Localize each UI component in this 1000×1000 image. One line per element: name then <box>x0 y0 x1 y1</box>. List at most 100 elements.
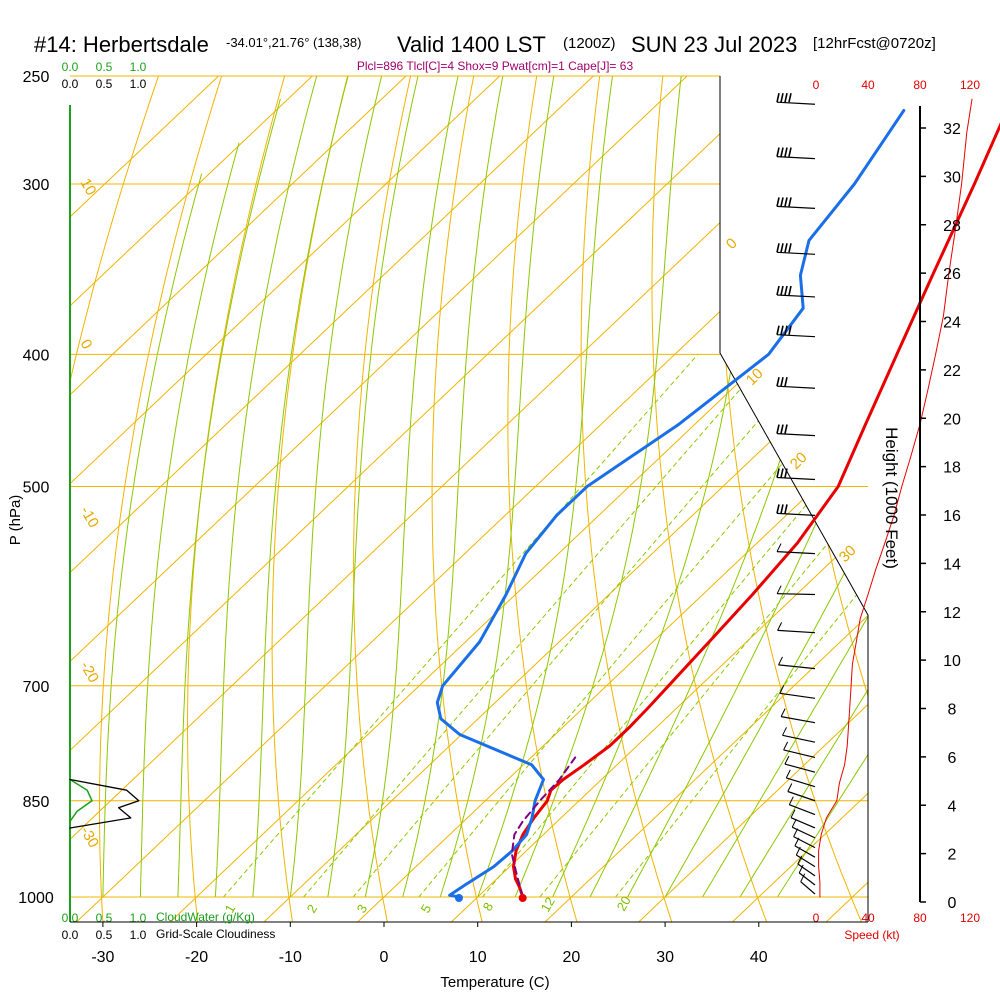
isotherm <box>70 76 620 922</box>
wind-barb-shaft <box>776 433 816 437</box>
dry-adiabat-label: -10 <box>77 504 103 531</box>
wind-barb-shaft <box>779 692 816 699</box>
dry-adiabat <box>353 76 417 922</box>
moist-adiabat <box>252 76 355 898</box>
cloud-water-title: CloudWater (g/Kg) <box>156 910 255 924</box>
sounding-traces <box>435 109 1000 902</box>
wind-barb-feather <box>790 809 796 818</box>
y-tick-label: 1000 <box>18 890 54 907</box>
wind-barb-feather <box>776 377 780 387</box>
moist-adiabat <box>402 76 508 898</box>
dry-adiabat-label: -20 <box>77 659 103 686</box>
cloudiness-scale-tick: 1.0 <box>130 77 147 91</box>
dry-adiabat <box>851 76 868 922</box>
wind-barb-feather <box>776 285 780 296</box>
isotherm <box>70 76 868 922</box>
wind-barb-feather <box>784 468 788 478</box>
isobars <box>70 75 868 898</box>
isotherm <box>259 76 868 922</box>
wind-barb-feather <box>784 197 788 207</box>
height-tick-label: 12 <box>943 605 961 622</box>
isotherm <box>165 76 868 922</box>
wind-barb-shaft <box>776 156 816 160</box>
wind-barb-feather <box>784 147 788 157</box>
wind-barb-shaft <box>800 881 816 895</box>
speed-tick-bottom: 40 <box>861 911 875 925</box>
wind-barb-feather <box>787 783 793 792</box>
wind-barbs <box>776 93 816 895</box>
moist-adiabat <box>777 76 868 898</box>
wind-barb-feather <box>788 325 792 335</box>
wind-barb-feather <box>780 285 784 296</box>
moist-adiabat-label: 30 <box>836 542 860 566</box>
wind-barb-shaft <box>789 804 816 816</box>
height-tick-label: 4 <box>948 798 957 815</box>
height-tick-label: 18 <box>943 460 961 477</box>
wind-barb-shaft <box>782 734 816 743</box>
mixing-ratio-label: 20 <box>614 893 634 913</box>
dry-adiabat <box>580 76 674 922</box>
height-tick-label: 8 <box>948 702 957 719</box>
wind-barb-feather <box>788 197 792 207</box>
wind-barb-feather <box>793 828 799 837</box>
y-tick-label: 300 <box>23 177 50 194</box>
wind-barb-feather <box>776 325 780 335</box>
cloud-water-scale-tick: 1.0 <box>130 60 147 74</box>
wind-barb-shaft <box>776 512 816 516</box>
wind-barb-shaft <box>787 790 816 802</box>
moist-adiabat <box>364 76 464 898</box>
wind-barb-feather <box>797 855 803 865</box>
wind-barb-shaft <box>790 817 816 829</box>
wind-barb-feather <box>788 285 792 296</box>
cloud-profiles: 0.0 0.0 0.0 0.0 0.5 0.5 0.5 0.5 1.0 1.0 1.0 1.0 <box>62 60 147 942</box>
isotherm <box>70 76 432 922</box>
wind-barb-feather <box>776 424 780 434</box>
wind-barb-feather <box>780 325 784 335</box>
wind-barb-feather <box>780 197 784 207</box>
dry-adiabat <box>431 76 484 922</box>
wind-barb-shaft <box>794 845 816 858</box>
isotherm <box>540 76 868 922</box>
wind-barb-feather <box>798 864 804 874</box>
wind-barb-shaft <box>776 551 816 555</box>
wind-barb-feather <box>776 93 780 103</box>
x-tick-label: 40 <box>750 949 768 966</box>
speed-tick-top: 80 <box>913 78 927 92</box>
moist-adiabat <box>177 98 281 898</box>
y-tick-label: 400 <box>23 347 50 364</box>
cloudiness-scale-tick: 0.5 <box>96 77 113 91</box>
cloud-water-scale-tick-bottom: 0.0 <box>62 911 79 925</box>
y-tick-label: 250 <box>23 69 50 86</box>
speed-tick-top: 0 <box>813 78 820 92</box>
wind-barb-shaft <box>786 777 816 788</box>
speed-axis-title: Speed (kt) <box>844 928 899 942</box>
moist-adiabat-label: 20 <box>787 449 811 473</box>
wind-barb-shaft <box>777 593 816 596</box>
isotherm <box>70 76 807 922</box>
wind-barb-shaft <box>776 251 816 255</box>
speed-trace <box>818 98 973 898</box>
wind-barb-feather <box>785 769 791 779</box>
stability-params: Plcl=896 Tlcl[C]=4 Shox=9 Pwat[cm]=1 Cap… <box>357 59 634 73</box>
height-tick-label: 16 <box>943 508 961 525</box>
isotherm <box>70 76 339 922</box>
cloud-water-trace <box>69 778 93 823</box>
wind-barb-feather <box>784 93 788 103</box>
height-tick-label: 6 <box>948 750 957 767</box>
mixing-ratio-label: 8 <box>480 900 497 914</box>
wind-barb-feather <box>779 685 785 694</box>
cloud-water-scale-tick-bottom: 1.0 <box>130 911 147 925</box>
plot-boundary <box>69 76 869 922</box>
wind-barb-feather <box>784 755 790 765</box>
moist-adiabat <box>102 173 203 898</box>
wind-barb-shaft <box>797 863 816 877</box>
isotherm <box>70 76 714 922</box>
wind-barb-feather <box>776 147 780 157</box>
wind-barb-feather <box>776 504 780 514</box>
isotherm <box>634 76 868 922</box>
moist-adiabat <box>327 76 425 898</box>
y-tick-label: 850 <box>23 794 50 811</box>
wind-barb-feather <box>784 243 788 253</box>
